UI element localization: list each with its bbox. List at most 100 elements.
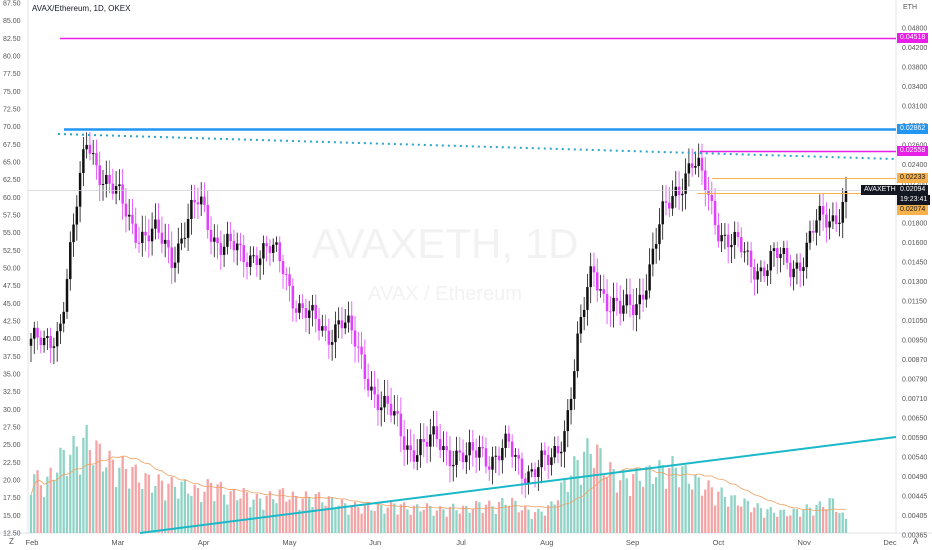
volume-bar [517,512,520,533]
volume-bar [694,474,697,533]
unit-label: ETH [903,4,917,11]
candle-body [573,371,576,399]
volume-bar [167,483,170,533]
volume-bar [278,489,281,533]
volume-bar [763,517,766,533]
candle-body [239,243,242,246]
candle-body [668,202,671,209]
volume-bar [222,494,226,533]
left-axis-tick-label: 87.50 [3,1,21,8]
volume-bar [556,500,560,533]
candle-body [262,243,265,259]
timezone-button[interactable]: Z [9,537,14,546]
volume-bar [465,505,468,533]
candle-body [468,442,471,456]
candle-body [393,411,396,416]
volume-bar [75,446,78,533]
volume-bar [334,509,337,533]
candle-body [29,338,33,346]
right-axis-tick-label: 0.00790 [902,377,927,384]
candle-body [199,196,203,205]
volume-bar [717,491,720,533]
candle-body [422,439,426,442]
volume-bar [497,502,501,533]
volume-bar [137,482,141,533]
volume-bar [550,501,553,533]
volume-bar [399,504,403,533]
left-axis-tick-label: 40.00 [3,336,21,343]
volume-bar [29,494,33,533]
candle-body [167,239,170,248]
time-axis[interactable]: Feb Mar Apr May Jun Jul Aug Sep Oct Nov Dec [26,538,897,547]
volume-bar [193,484,196,533]
candle-body [478,446,481,458]
candle-body [749,250,753,268]
right-axis-tick-label: 0.01800 [902,221,927,228]
volume-bar [478,502,481,533]
volume-bar [802,509,805,533]
candle-body [785,247,789,263]
volume-bar [471,509,475,533]
candle-body [471,442,475,451]
volume-bar [795,509,799,533]
candle-body [821,206,825,215]
right-axis-tick-label: 0.04200 [902,45,927,52]
candle-body [363,354,367,379]
volume-bar [203,491,206,533]
cyan-ascending-trendline[interactable] [139,436,897,534]
candle-body [399,413,403,437]
volume-bar [481,513,484,533]
volume-bar [740,506,743,533]
volume-bar [350,505,353,533]
right-price-axis[interactable]: 0.048000.042000.038000.034000.031000.028… [902,26,927,540]
candle-body [461,452,465,463]
volume-bar [393,503,396,533]
left-axis-tick-label: 80.00 [3,54,21,61]
candle-body [396,411,399,414]
volume-bar [144,473,147,533]
left-axis-tick-label: 65.00 [3,160,21,167]
volume-bar [838,513,841,533]
candle-body [406,445,409,450]
candle-body [766,270,769,277]
volume-bar [69,454,72,533]
candle-body [127,214,131,217]
candle-body [160,232,164,244]
right-axis-tick-label: 0.00540 [902,455,927,462]
volume-bar [628,495,632,533]
volume-bar [527,509,530,533]
candle-body [55,331,59,347]
candle-body [137,242,141,244]
time-axis-label: Sep [626,538,639,547]
candle-body [543,450,547,455]
candle-body [442,446,445,450]
volume-bar [357,507,360,533]
time-axis-label: Jul [456,538,466,547]
volume-bar [105,467,108,533]
candle-body [566,410,570,432]
volume-bar [736,505,740,533]
auto-scale-button[interactable]: A [913,537,919,546]
candle-body [782,247,786,254]
volume-bar [474,501,478,533]
watermark-name: AVAX / Ethereum [368,283,522,305]
symbol-legend-title[interactable]: AVAX/Ethereum, 1D, OKEX [32,4,131,13]
candle-body [802,267,805,271]
dotted-descending-trendline[interactable] [57,133,897,160]
right-axis-tick-label: 0.04800 [902,26,927,33]
volume-bar [452,503,455,533]
candle-body [451,464,455,467]
right-axis-tick-label: 0.00365 [902,533,927,540]
candle-body [556,445,560,454]
left-price-axis[interactable]: 87.50 85.00 82.50 80.00 77.50 75.00 72.50 70.00… [3,1,21,538]
left-axis-tick-label: 45.00 [3,301,21,308]
candle-body [432,426,435,435]
candle-body [838,222,841,225]
left-axis-tick-label: 47.50 [3,283,21,290]
current-price-tag: 0.02094 [897,185,929,195]
candle-body [98,165,101,185]
volume-bar [147,474,150,533]
volume-bar [776,516,779,533]
right-axis-tick-label: 0.01050 [902,318,927,325]
